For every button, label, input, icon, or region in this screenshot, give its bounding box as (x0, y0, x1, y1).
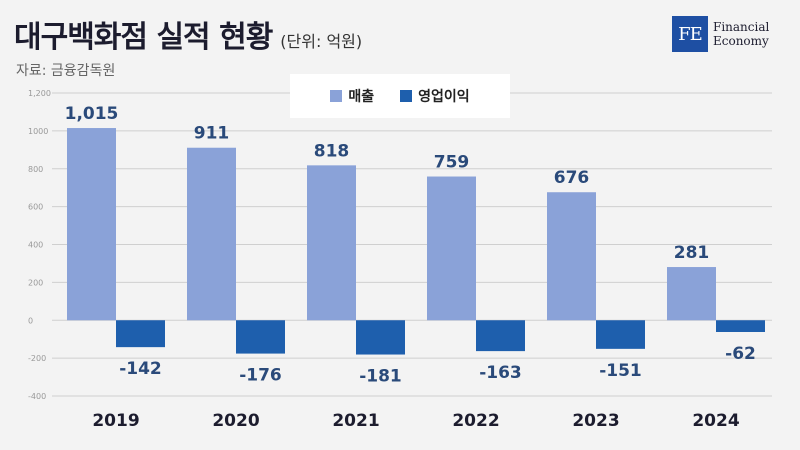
y-tick-label: 1000 (28, 127, 48, 136)
y-tick-label: 200 (28, 278, 43, 287)
bar-operating-profit (476, 320, 525, 352)
bar-operating-profit (236, 320, 285, 354)
x-tick-label: 2020 (212, 411, 259, 431)
bar-sales (427, 176, 476, 321)
x-tick-label: 2023 (572, 411, 619, 431)
data-label-sales: 1,015 (65, 104, 119, 124)
bar-sales (667, 267, 716, 321)
data-label-operating-profit: -151 (599, 361, 642, 381)
x-tick-label: 2022 (452, 411, 499, 431)
brand-logo: FE Financial Economy (672, 16, 769, 52)
y-tick-label: 0 (28, 316, 33, 325)
legend-label-operating-profit: 영업이익 (418, 89, 470, 105)
legend: 매출 영업이익 (290, 74, 510, 118)
unit-label: (단위: 억원) (280, 32, 363, 51)
y-tick-label: -400 (28, 392, 46, 401)
data-label-sales: 281 (674, 243, 710, 263)
legend-swatch-sales (330, 90, 343, 102)
title-block: 대구백화점 실적 현황 (단위: 억원) (14, 12, 362, 56)
logo-text: Financial Economy (713, 20, 769, 48)
legend-item-operating-profit: 영업이익 (400, 86, 470, 106)
legend-item-sales: 매출 (330, 86, 374, 106)
data-label-sales: 676 (554, 168, 590, 188)
logo-line-2: Economy (713, 34, 769, 48)
data-label-sales: 818 (314, 141, 350, 161)
logo-mark: FE (672, 16, 708, 52)
bar-operating-profit (716, 320, 765, 332)
data-label-operating-profit: -176 (239, 366, 282, 386)
x-tick-label: 2021 (332, 411, 379, 431)
bar-operating-profit (116, 320, 165, 348)
y-tick-label: 600 (28, 203, 43, 212)
bar-operating-profit (356, 320, 405, 355)
bar-sales (307, 165, 356, 321)
data-label-operating-profit: -142 (119, 359, 162, 379)
data-label-sales: 759 (434, 153, 470, 173)
y-tick-label: 1,200 (28, 89, 51, 98)
chart-title: 대구백화점 실적 현황 (14, 20, 273, 55)
y-tick-label: 800 (28, 165, 43, 174)
source-label: 자료: 금융감독원 (16, 63, 116, 79)
y-tick-label: 400 (28, 241, 43, 250)
logo-line-1: Financial (713, 20, 770, 34)
data-label-operating-profit: -163 (479, 363, 522, 383)
legend-swatch-operating-profit (400, 90, 413, 102)
x-tick-label: 2024 (692, 411, 739, 431)
data-label-operating-profit: -181 (359, 367, 402, 387)
bar-sales (187, 147, 236, 321)
y-tick-label: -200 (28, 354, 46, 363)
data-label-operating-profit: -62 (725, 344, 756, 364)
bar-operating-profit (596, 320, 645, 349)
data-label-sales: 911 (194, 124, 230, 144)
bar-sales (547, 192, 596, 321)
x-tick-label: 2019 (92, 411, 139, 431)
bar-sales (67, 128, 116, 321)
legend-label-sales: 매출 (348, 89, 375, 105)
